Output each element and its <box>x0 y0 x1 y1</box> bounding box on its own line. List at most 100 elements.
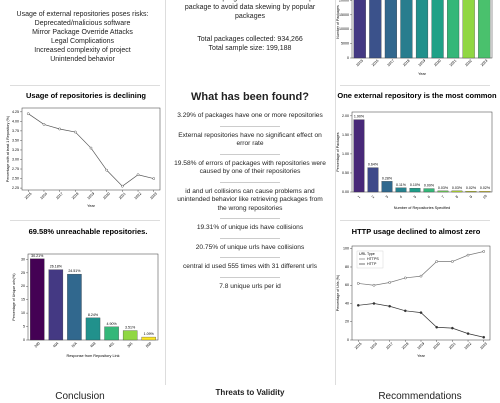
y-tick-label: 3.75 <box>12 129 19 133</box>
bar <box>30 258 45 341</box>
marker <box>74 130 77 134</box>
y-tick-label: 2.25 <box>12 186 19 190</box>
x-tick-label: 2019 <box>87 192 95 200</box>
section-heading: Conclusion <box>55 391 105 402</box>
findings: What has been found? 3.29% of packages h… <box>172 90 328 291</box>
bar <box>353 119 365 193</box>
finding: 19.58% of errors of packages with reposi… <box>174 159 326 176</box>
separator <box>340 220 490 221</box>
x-tick-label: 2019 <box>417 342 425 350</box>
separator <box>165 0 166 385</box>
sampling: Random sampling to include one version p… <box>172 0 328 53</box>
risk-item: Mirror Package Override Attacks <box>32 29 133 36</box>
y-axis-label: Percentage of Unique urls(%) <box>12 273 16 320</box>
y-tick-label: 20 <box>21 284 25 288</box>
bar <box>437 190 449 193</box>
x-tick-label: 3 <box>385 195 389 199</box>
separator <box>10 85 160 86</box>
y-tick-label: 4.25 <box>12 110 19 114</box>
x-tick-label: 200 <box>34 341 41 348</box>
finding: 19.31% of unique ids have collisions <box>196 224 304 231</box>
bar <box>479 191 491 193</box>
y-tick-label: 1.00 <box>342 152 349 156</box>
risk-item: Unintended behavior <box>50 56 115 63</box>
marker <box>451 326 454 330</box>
marker <box>435 260 438 263</box>
section-heading: Recommendations <box>378 391 462 402</box>
line <box>358 303 484 338</box>
marker <box>356 282 360 285</box>
x-tick-label: 403 <box>89 341 96 348</box>
x-tick-label: 2015 <box>354 342 362 350</box>
y-tick-label: 5000 <box>341 42 349 46</box>
bar <box>447 0 460 59</box>
x-tick-label: 2020 <box>432 342 440 350</box>
bar <box>462 0 475 59</box>
y-axis-label: Percentage of Urls (%) <box>336 275 340 311</box>
legend-title: URL Type <box>359 252 375 256</box>
marker <box>372 302 376 305</box>
x-tick-label: 8 <box>455 195 459 199</box>
bar <box>141 336 156 341</box>
y-axis-label: Percentage of Packages <box>336 132 340 171</box>
y-tick-label: 4.00 <box>12 119 19 123</box>
y-tick-label: 3.50 <box>12 138 19 142</box>
marker <box>388 281 391 284</box>
total-packages: Total packages collected: 934,266 <box>197 36 303 43</box>
plot-frame <box>351 111 493 193</box>
value-label: 1.09% <box>144 332 155 336</box>
x-tick-label: 2019 <box>418 59 426 67</box>
marker <box>356 304 360 307</box>
x-tick-label: 2021 <box>118 192 126 200</box>
finding: central id used 555 times with 31 differ… <box>182 263 318 270</box>
y-tick-label: 0 <box>347 338 349 342</box>
x-tick-label: 2018 <box>71 192 79 200</box>
value-label: 1.90% <box>354 115 365 119</box>
finding: External repositories have no significan… <box>178 131 322 148</box>
marker <box>388 304 391 308</box>
x-tick-label: 2023 <box>149 192 157 200</box>
y-tick-label: 40 <box>345 301 349 305</box>
x-tick-label: 2022 <box>134 192 142 200</box>
y-axis-label: Number of Packages <box>336 5 340 39</box>
marker <box>482 250 486 253</box>
sampling-text: Random sampling to include one version p… <box>181 0 320 20</box>
value-label: 0.03% <box>452 186 463 190</box>
marker <box>372 283 376 287</box>
y-tick-label: 15 <box>21 298 25 302</box>
bar <box>409 188 421 193</box>
marker <box>404 309 407 313</box>
marker <box>435 325 438 329</box>
marker <box>451 260 454 263</box>
x-tick-label: 10 <box>482 194 488 200</box>
bar <box>122 330 138 341</box>
legend-label: HTTP <box>367 262 377 266</box>
marker <box>26 112 30 116</box>
marker <box>105 168 108 172</box>
y-tick-label: 25 <box>21 271 25 275</box>
y-tick-label: 15000 <box>339 13 349 17</box>
x-tick-label: N/A <box>71 341 78 348</box>
value-label: 0.11% <box>396 183 407 187</box>
separator <box>335 0 336 385</box>
marker <box>482 335 486 339</box>
value-label: 0.09% <box>424 184 435 188</box>
y-tick-label: 2.75 <box>12 167 19 171</box>
x-tick-label: 500 <box>145 341 152 348</box>
marker <box>419 311 423 314</box>
value-label: 8.24% <box>88 313 99 317</box>
bar <box>67 273 82 341</box>
bar <box>395 187 407 193</box>
x-axis-label: Year <box>417 354 425 358</box>
value-label: 4.90% <box>106 322 117 326</box>
x-tick-label: 2022 <box>464 59 472 67</box>
x-tick-label: 2017 <box>385 342 393 350</box>
x-tick-label: 2015 <box>24 192 32 200</box>
x-tick-label: 2022 <box>464 342 472 350</box>
y-tick-label: 10 <box>21 311 25 315</box>
finding: id and url collisions can cause problems… <box>177 187 323 212</box>
bar <box>367 167 379 193</box>
bar <box>381 181 393 193</box>
